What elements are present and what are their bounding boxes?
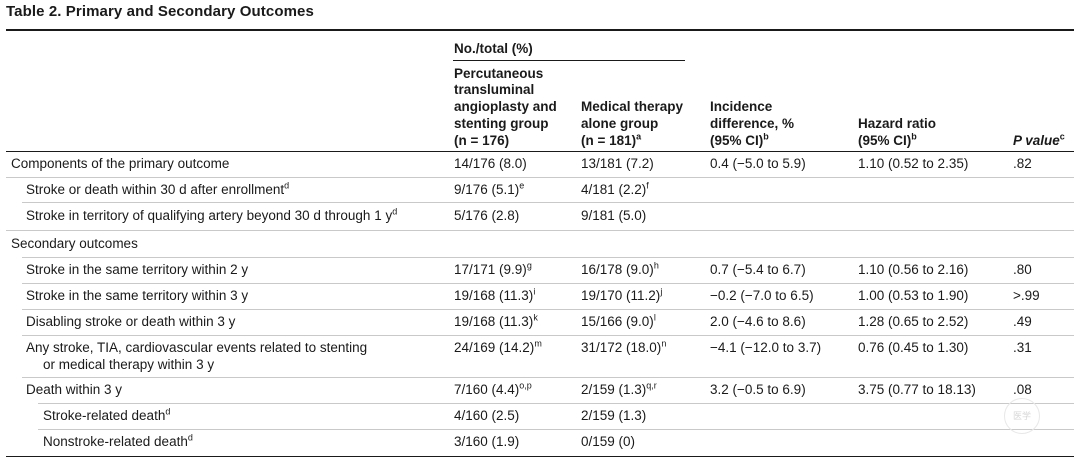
pta-value: 7/160 (4.4)o,p xyxy=(454,380,532,397)
row-separator xyxy=(22,335,1074,336)
row-label: Stroke in the same territory within 2 y xyxy=(26,262,249,277)
header-med-line-1: Medical therapy xyxy=(581,99,684,114)
section-label: Secondary outcomes xyxy=(11,236,138,251)
incidence-value: 0.4 (−5.0 to 5.9) xyxy=(710,156,806,171)
header-hr-line-1: Hazard ratio xyxy=(858,116,937,131)
row-label: Stroke or death within 30 d after enroll… xyxy=(26,180,290,197)
header-p-value: P valuec xyxy=(1013,131,1065,148)
header-pta-line-4: stenting group xyxy=(454,116,549,131)
med-value: 2/159 (1.3) xyxy=(581,408,647,423)
row-label: Components of the primary outcome xyxy=(11,156,230,171)
header-pta-line-1: Percutaneous xyxy=(454,66,544,81)
row-label: Stroke-related deathd xyxy=(43,406,171,423)
pta-value: 17/171 (9.9)g xyxy=(454,260,532,277)
row-separator xyxy=(6,177,1074,178)
pta-value: 19/168 (11.3)i xyxy=(454,286,536,303)
med-value: 2/159 (1.3)q,r xyxy=(581,380,657,397)
row-separator xyxy=(6,230,1074,231)
med-value: 9/181 (5.0) xyxy=(581,208,647,223)
incidence-value: −0.2 (−7.0 to 6.5) xyxy=(710,288,814,303)
header-med-line-2: alone group xyxy=(581,116,659,131)
hazard-value: 3.75 (0.77 to 18.13) xyxy=(858,382,976,397)
med-value: 15/166 (9.0)l xyxy=(581,312,656,329)
header-group-rule xyxy=(453,60,685,61)
pta-value: 4/160 (2.5) xyxy=(454,408,520,423)
hazard-value: 1.10 (0.52 to 2.35) xyxy=(858,156,969,171)
pta-value: 3/160 (1.9) xyxy=(454,434,520,449)
pta-value: 5/176 (2.8) xyxy=(454,208,520,223)
row-label: Disabling stroke or death within 3 y xyxy=(26,314,236,329)
pta-value: 19/168 (11.3)k xyxy=(454,312,538,329)
p-value: >.99 xyxy=(1013,288,1040,303)
row-label: Death within 3 y xyxy=(26,382,123,397)
row-separator xyxy=(38,403,1074,404)
med-value: 16/178 (9.0)h xyxy=(581,260,659,277)
row-separator xyxy=(22,283,1074,284)
pta-value: 14/176 (8.0) xyxy=(454,156,527,171)
row-label: Stroke in the same territory within 3 y xyxy=(26,288,249,303)
row-separator xyxy=(22,377,1074,378)
p-value: .80 xyxy=(1013,262,1032,277)
row-separator xyxy=(22,309,1074,310)
watermark-logo: 医学 xyxy=(1004,398,1040,434)
pta-value: 9/176 (5.1)e xyxy=(454,180,525,197)
hazard-value: 1.28 (0.65 to 2.52) xyxy=(858,314,969,329)
row-label: Any stroke, TIA, cardiovascular events r… xyxy=(26,340,368,355)
top-rule xyxy=(6,29,1074,31)
header-inc-line-3: (95% CI)b xyxy=(710,131,769,148)
incidence-value: 0.7 (−5.4 to 6.7) xyxy=(710,262,806,277)
header-pta-line-2: transluminal xyxy=(454,82,535,97)
row-separator xyxy=(22,257,1074,258)
med-value: 31/172 (18.0)n xyxy=(581,338,667,355)
header-pta-line-3: angioplasty and xyxy=(454,99,557,114)
header-inc-line-2: difference, % xyxy=(710,116,795,131)
table-title: Table 2. Primary and Secondary Outcomes xyxy=(6,3,314,20)
row-separator xyxy=(22,202,1074,203)
row-label-continued: or medical therapy within 3 y xyxy=(43,357,215,372)
incidence-value: 3.2 (−0.5 to 6.9) xyxy=(710,382,806,397)
hazard-value: 1.10 (0.56 to 2.16) xyxy=(858,262,969,277)
med-value: 19/170 (11.2)j xyxy=(581,286,663,303)
header-inc-line-1: Incidence xyxy=(710,99,773,114)
incidence-value: −4.1 (−12.0 to 3.7) xyxy=(710,340,822,355)
p-value: .82 xyxy=(1013,156,1032,171)
med-value: 13/181 (7.2) xyxy=(581,156,654,171)
header-group-label: No./total (%) xyxy=(454,41,533,56)
bottom-rule xyxy=(6,456,1074,457)
p-value: .08 xyxy=(1013,382,1032,397)
p-value: .31 xyxy=(1013,340,1032,355)
header-bottom-rule xyxy=(6,151,1074,152)
row-separator xyxy=(38,429,1074,430)
row-label: Stroke in territory of qualifying artery… xyxy=(26,206,398,223)
pta-value: 24/169 (14.2)m xyxy=(454,338,542,355)
hazard-value: 0.76 (0.45 to 1.30) xyxy=(858,340,969,355)
hazard-value: 1.00 (0.53 to 1.90) xyxy=(858,288,969,303)
header-med-line-3: (n = 181)a xyxy=(581,131,642,148)
med-value: 0/159 (0) xyxy=(581,434,636,449)
row-label: Nonstroke-related deathd xyxy=(43,432,193,449)
incidence-value: 2.0 (−4.6 to 8.6) xyxy=(710,314,806,329)
header-hr-line-2: (95% CI)b xyxy=(858,131,917,148)
med-value: 4/181 (2.2)f xyxy=(581,180,649,197)
header-pta-line-5: (n = 176) xyxy=(454,133,510,148)
p-value: .49 xyxy=(1013,314,1032,329)
